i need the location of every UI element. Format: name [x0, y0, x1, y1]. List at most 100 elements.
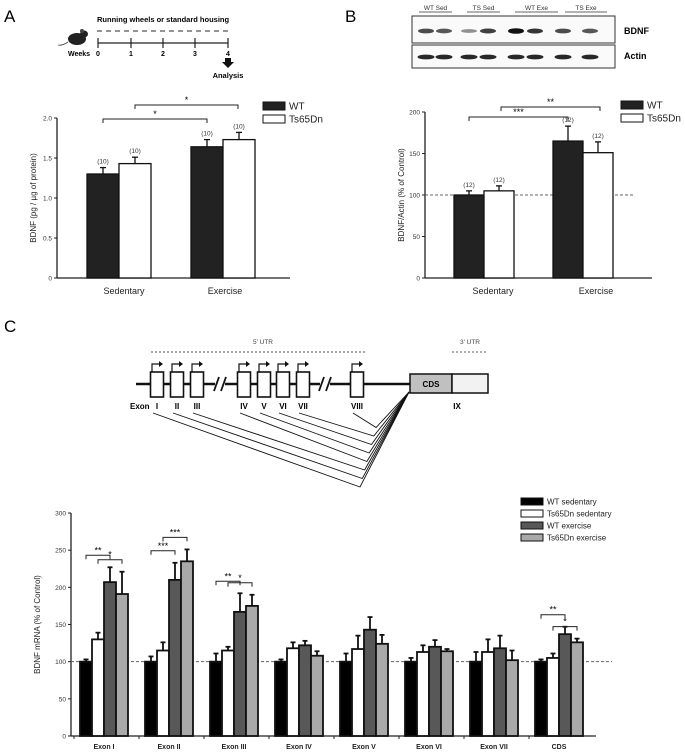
panel-label-c: C — [4, 317, 16, 336]
bdnf-band — [436, 28, 452, 34]
bar-ts65dn-exercise — [375, 642, 389, 737]
actin-band — [507, 54, 525, 60]
exon-box — [275, 371, 291, 398]
tss-arrow-icon — [277, 363, 286, 372]
actin-band — [417, 54, 435, 60]
significance-marker: * — [563, 617, 567, 627]
exon-number-label: V — [261, 402, 267, 411]
blot-row-actin: Actin — [624, 51, 647, 61]
tss-arrow-icon — [151, 363, 160, 372]
analysis-label: Analysis — [213, 71, 244, 80]
tss-arrow-icon — [258, 363, 267, 372]
legend-label: WT — [289, 102, 305, 113]
x-category-label: Exercise — [579, 286, 614, 296]
bar-wt-exercise — [168, 579, 182, 737]
bar-ts65dn-exercise — [505, 659, 519, 737]
legend-swatch — [520, 533, 544, 542]
significance-marker: *** — [170, 527, 181, 537]
week-label: 0 — [96, 51, 100, 58]
exon-number-label: III — [194, 402, 201, 411]
bar-ts65dn-sedentary — [286, 647, 300, 737]
bar-ts65dn-exercise — [245, 605, 259, 737]
tss-arrowhead-icon — [159, 361, 163, 367]
sample-size-label: (10) — [201, 131, 213, 138]
legend-swatch — [520, 521, 544, 530]
exon-box — [149, 371, 165, 398]
legend-swatch — [620, 113, 644, 123]
splice-line — [259, 391, 410, 454]
bar-wt-sedentary — [79, 660, 93, 737]
tss-arrowhead-icon — [285, 361, 289, 367]
bar-ts65dn-sedentary — [221, 649, 235, 737]
tss-arrowhead-icon — [179, 361, 183, 367]
significance-bracket — [85, 554, 111, 560]
significance-bracket — [150, 550, 176, 555]
bar-wt — [453, 194, 485, 279]
bar-ts65dn — [582, 152, 614, 279]
y-tick-label: 250 — [55, 548, 66, 555]
legend-label: WT — [647, 101, 663, 112]
legend-label: WT exercise — [547, 522, 592, 531]
sample-size-label: (10) — [129, 148, 141, 155]
x-category-label: CDS — [552, 744, 567, 751]
blot-group-label: WT Sed — [424, 5, 448, 12]
bar-ts65dn — [483, 190, 515, 279]
significance-marker: * — [108, 550, 112, 560]
y-axis-label: BDNF (pg / µg of protein) — [29, 153, 38, 243]
exon-box — [349, 371, 365, 398]
significance-bracket — [540, 614, 566, 619]
week-label: 3 — [193, 51, 197, 58]
y-tick-label: 0.5 — [43, 236, 52, 243]
y-tick-label: 1.5 — [43, 156, 52, 163]
bar-ts65dn-exercise — [310, 654, 324, 737]
blot-row-bdnf: BDNF — [624, 26, 649, 36]
panel-label-a: A — [4, 7, 16, 26]
bar-ts65dn-sedentary — [156, 649, 170, 737]
significance-bracket — [227, 582, 253, 587]
bar-wt-sedentary — [144, 660, 158, 737]
cds-label: CDS — [423, 380, 441, 389]
bar-wt-exercise — [363, 628, 377, 737]
tss-arrow-icon — [171, 363, 180, 372]
exon-number-label: I — [156, 402, 158, 411]
legend-label: Ts65Dn sedentary — [547, 510, 611, 519]
week-label: 2 — [161, 51, 165, 58]
significance-bracket — [162, 536, 188, 542]
tss-arrow-icon — [297, 363, 306, 372]
bar-ts65dn — [222, 138, 256, 279]
bar-wt-exercise — [428, 645, 442, 737]
bar-ts65dn-sedentary — [351, 648, 365, 737]
x-category-label: Exon V — [352, 744, 376, 751]
tss-arrowhead-icon — [266, 361, 270, 367]
bar-wt-exercise — [558, 633, 572, 737]
significance-bracket — [552, 626, 578, 631]
significance-bracket — [468, 116, 569, 121]
splice-line — [152, 391, 410, 488]
bdnf-band — [508, 28, 524, 34]
legend-label: Ts65Dn — [289, 115, 323, 126]
break-gap — [215, 378, 225, 390]
significance-marker: ** — [549, 605, 557, 615]
y-tick-label: 150 — [55, 622, 66, 629]
break-mark — [220, 376, 227, 392]
y-tick-label: 0 — [416, 276, 420, 283]
down-arrow-icon — [222, 58, 234, 68]
y-tick-label: 0 — [48, 276, 52, 283]
actin-band — [460, 54, 478, 60]
legend-swatch — [520, 497, 544, 506]
y-tick-label: 50 — [413, 234, 421, 241]
bar-wt-sedentary — [209, 660, 223, 737]
actin-band — [526, 54, 544, 60]
y-tick-label: 100 — [55, 659, 66, 666]
blot-group-label: TS Sed — [473, 5, 495, 12]
actin-band — [479, 54, 497, 60]
exon-number-label: VIII — [351, 402, 363, 411]
sample-size-label: (10) — [233, 123, 245, 130]
significance-marker: ** — [94, 545, 102, 555]
x-category-label: Exon I — [93, 744, 114, 751]
significance-bracket — [500, 106, 601, 111]
splice-line — [278, 391, 410, 446]
western-blot: BDNF Actin WT Sed TS Sed WT Exe TS Exe — [411, 5, 649, 69]
y-tick-label: 200 — [55, 585, 66, 592]
